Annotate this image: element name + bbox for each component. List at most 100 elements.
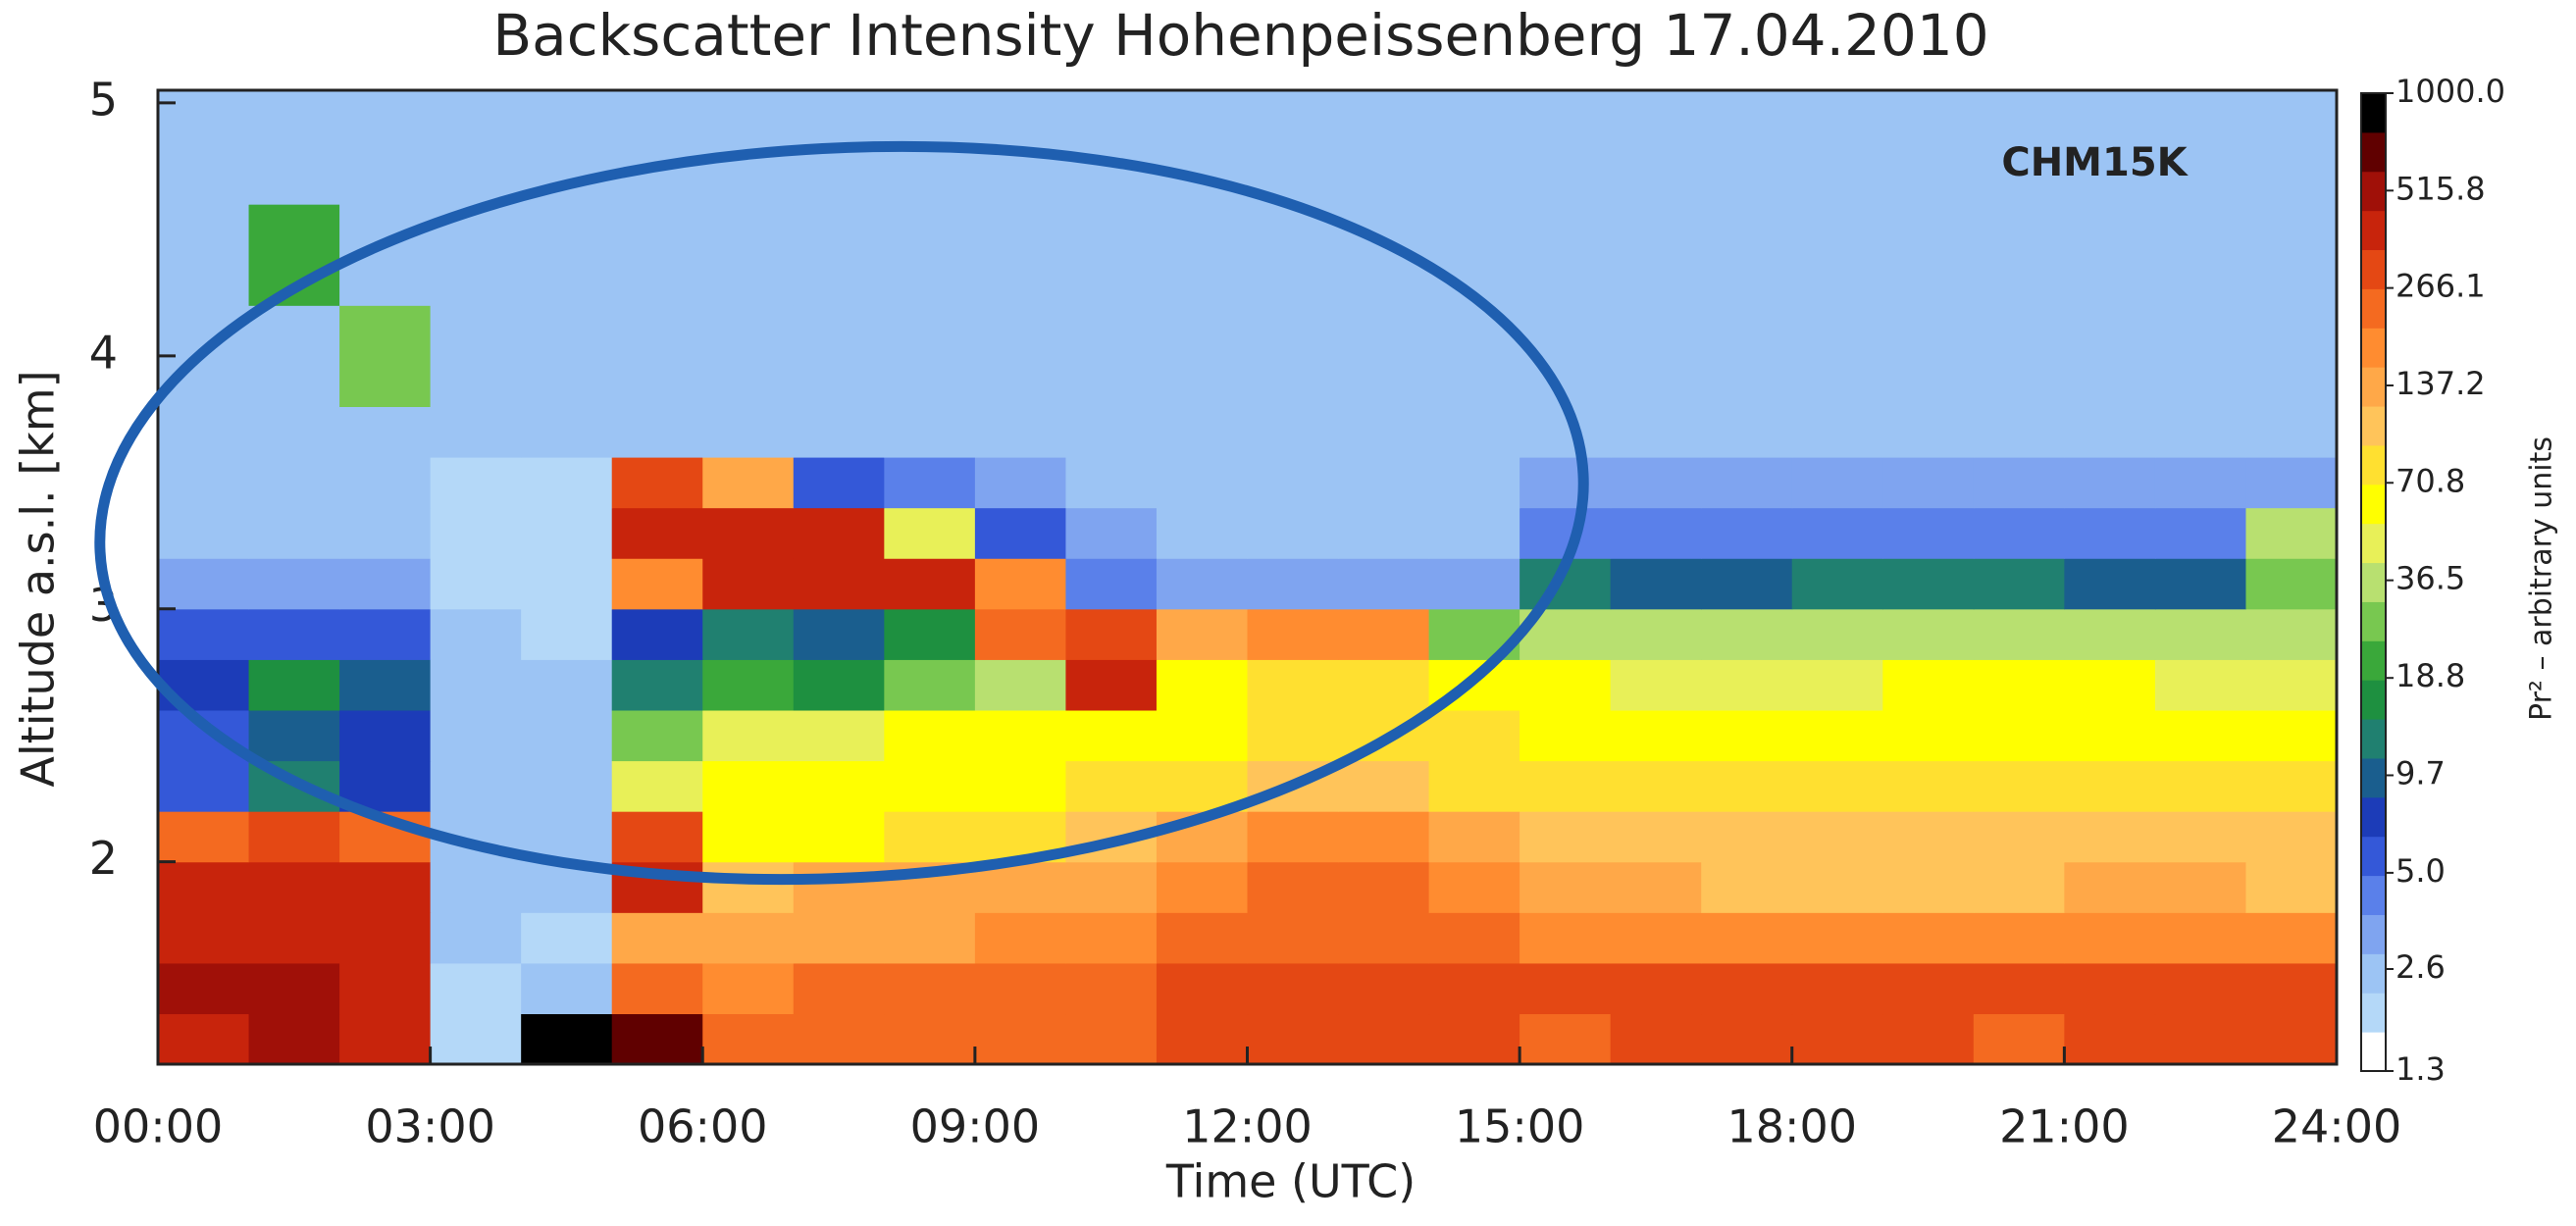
heat-cell <box>1520 204 1612 306</box>
heat-cell <box>248 456 340 509</box>
colorbar-band <box>2361 328 2386 368</box>
heat-cell <box>702 204 795 306</box>
heat-cell <box>611 608 703 660</box>
chart-title: Backscatter Intensity Hohenpeissenberg 1… <box>492 2 1988 69</box>
heat-cell <box>2154 204 2247 306</box>
y-tick-label: 2 <box>89 832 118 885</box>
heat-cell <box>2154 709 2247 762</box>
heat-cell <box>1065 90 1158 205</box>
heat-cell <box>884 912 976 964</box>
heat-cell <box>1520 90 1612 205</box>
heat-cell <box>430 1013 522 1065</box>
colorbar-tick-label: 137.2 <box>2396 365 2486 402</box>
heat-cell <box>1973 456 2065 509</box>
heat-cell <box>1882 811 1975 863</box>
heat-cell <box>1520 659 1612 711</box>
heat-cell <box>158 962 250 1015</box>
heat-cell <box>1156 305 1249 408</box>
heat-cell <box>702 406 795 458</box>
heat-cell <box>1882 507 1975 559</box>
heat-cell <box>1610 507 1702 559</box>
heat-cell <box>702 760 795 812</box>
heat-cell <box>793 1013 885 1065</box>
heat-cell <box>1610 204 1702 306</box>
heat-cell <box>1156 608 1249 660</box>
heat-cell <box>1973 912 2065 964</box>
heat-cell <box>611 90 703 205</box>
colorbar-tick-label: 515.8 <box>2396 170 2486 207</box>
heat-cell <box>1701 709 1793 762</box>
heat-cell <box>611 204 703 306</box>
heat-cell <box>2245 558 2338 610</box>
heat-cell <box>521 912 613 964</box>
heat-cell <box>2154 456 2247 509</box>
heat-cell <box>1428 760 1520 812</box>
heat-cell <box>1247 406 1339 458</box>
heat-cell <box>1428 962 1520 1015</box>
x-tick-label: 09:00 <box>910 1100 1041 1153</box>
heat-cell <box>158 204 250 306</box>
heat-cell <box>2064 608 2156 660</box>
heat-cell <box>2064 305 2156 408</box>
heat-cell <box>1065 406 1158 458</box>
heat-cell <box>248 507 340 559</box>
heat-cell <box>1520 912 1612 964</box>
heat-cell <box>1701 912 1793 964</box>
heat-cell <box>793 811 885 863</box>
x-tick-label: 00:00 <box>93 1100 224 1153</box>
heat-cell <box>521 406 613 458</box>
heat-cell <box>158 811 250 863</box>
heat-cell <box>2154 608 2247 660</box>
heat-cell <box>1610 811 1702 863</box>
y-tick-label: 4 <box>89 326 118 379</box>
heat-cell <box>1338 1013 1430 1065</box>
heat-cell <box>1610 1013 1702 1065</box>
heat-cell <box>1428 1013 1520 1065</box>
heat-cell <box>1882 709 1975 762</box>
heat-cell <box>702 507 795 559</box>
heat-cell <box>1156 962 1249 1015</box>
heat-cell <box>793 912 885 964</box>
heat-cell <box>793 659 885 711</box>
heat-cell <box>158 760 250 812</box>
heat-cell <box>1247 608 1339 660</box>
heat-cell <box>702 456 795 509</box>
heat-cell <box>1247 1013 1339 1065</box>
heat-cell <box>2245 406 2338 458</box>
heat-cell <box>521 204 613 306</box>
heat-cell <box>158 861 250 913</box>
heat-cell <box>2064 558 2156 610</box>
annotation: CHM15K <box>2001 140 2189 185</box>
heat-cell <box>1791 861 1883 913</box>
heat-cell <box>1791 912 1883 964</box>
heat-cell <box>1973 608 2065 660</box>
heat-cell <box>1882 406 1975 458</box>
heat-cell <box>430 962 522 1015</box>
heat-cell <box>702 962 795 1015</box>
heat-cell <box>2154 305 2247 408</box>
heat-cell <box>974 1013 1067 1065</box>
heat-cell <box>1791 507 1883 559</box>
heat-cell <box>248 90 340 205</box>
heat-cell <box>2245 608 2338 660</box>
heat-cell <box>1610 659 1702 711</box>
colorbar-tick-label: 1000.0 <box>2396 73 2505 110</box>
colorbar-band <box>2361 757 2386 798</box>
heat-cell <box>2245 861 2338 913</box>
heat-cell <box>1156 1013 1249 1065</box>
heat-cell <box>1338 811 1430 863</box>
heat-cell <box>702 1013 795 1065</box>
heat-cell <box>339 305 432 408</box>
heat-cell <box>1882 558 1975 610</box>
heat-cell <box>1065 912 1158 964</box>
heat-cell <box>1338 608 1430 660</box>
heat-cell <box>1701 962 1793 1015</box>
heat-cell <box>1791 811 1883 863</box>
heat-cell <box>2245 1013 2338 1065</box>
heat-cell <box>1156 709 1249 762</box>
heat-cell <box>1610 558 1702 610</box>
heat-cell <box>430 659 522 711</box>
heat-cell <box>1065 760 1158 812</box>
heat-cell <box>1610 861 1702 913</box>
